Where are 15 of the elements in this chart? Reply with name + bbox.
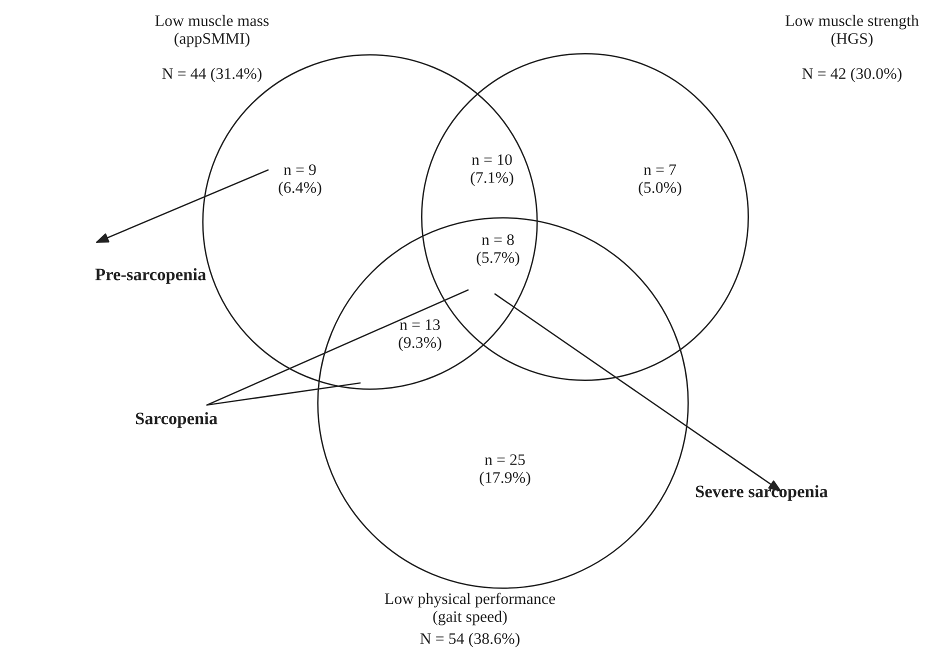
text: Severe sarcopenia [696, 485, 828, 501]
category-label: Low physical performance (gait speed) [384, 592, 556, 626]
text: n = 13 (9.3%) [398, 319, 442, 352]
text: Pre-sarcopenia [95, 268, 206, 284]
category-label: Low muscle strength (HGS) [785, 14, 919, 48]
data-label: N = 44 (31.4%) [162, 68, 262, 82]
data-label: N = 54 (38.6%) [420, 632, 520, 648]
text: n = 10 (7.1%) [470, 154, 514, 186]
data-label: N = 42 (30.0%) [802, 68, 902, 82]
text: n = 8 (5.7%) [476, 234, 520, 266]
text: n = 25 (17.9%) [480, 454, 530, 486]
text: n = 7 (5.0%) [638, 164, 682, 196]
category-label: Low muscle mass (appSMMI) [155, 14, 269, 48]
text: Sarcopenia [136, 412, 218, 428]
text: n = 9 (6.4%) [278, 164, 322, 196]
